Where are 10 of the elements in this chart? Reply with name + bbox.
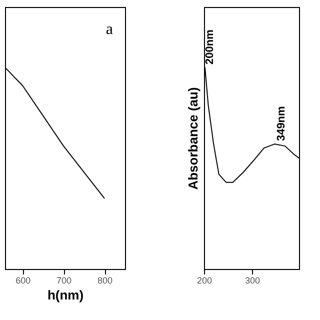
x-tick-label: 300 xyxy=(244,276,260,286)
x-axis-title: h(nm) xyxy=(47,288,84,302)
x-tick-label: 700 xyxy=(56,276,72,286)
text: a xyxy=(106,21,113,38)
annotation: 200nm xyxy=(204,29,216,64)
x-tick-label: 600 xyxy=(16,276,31,286)
x-tick-label: 200 xyxy=(196,276,212,286)
annotation: 349nm xyxy=(275,106,288,142)
y-axis-title: Absorbance (au) xyxy=(186,87,200,190)
x-tick-label: 800 xyxy=(98,276,113,286)
